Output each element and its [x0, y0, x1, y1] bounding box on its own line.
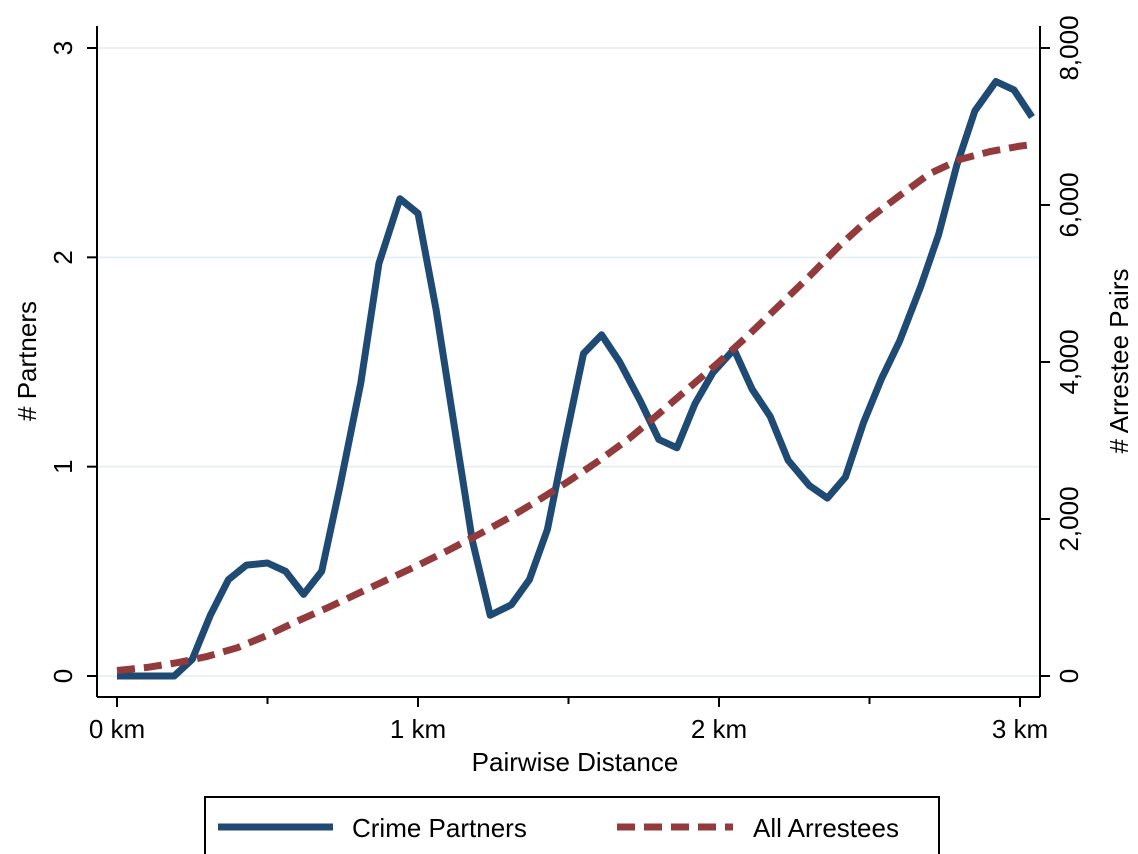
right-y-tick-label-0: 0 [1054, 669, 1084, 683]
left-y-tick-label-2: 2 [48, 250, 78, 264]
left-y-axis-title: # Partners [12, 301, 42, 421]
right-y-tick-label-1: 2,000 [1054, 486, 1084, 551]
legend-label-crime-partners: Crime Partners [352, 813, 527, 843]
right-y-tick-label-3: 6,000 [1054, 172, 1084, 237]
x-axis-title: Pairwise Distance [472, 747, 679, 777]
left-y-tick-label-0: 0 [48, 669, 78, 683]
x-tick-label-3: 3 km [992, 714, 1048, 744]
legend-label-all-arrestees: All Arrestees [753, 813, 899, 843]
left-y-tick-label-1: 1 [48, 459, 78, 473]
x-tick-label-2: 2 km [691, 714, 747, 744]
x-tick-label-0: 0 km [89, 714, 145, 744]
right-y-tick-label-4: 8,000 [1054, 15, 1084, 80]
legend: Crime Partners All Arrestees [205, 797, 939, 854]
x-tick-label-1: 1 km [390, 714, 446, 744]
right-y-tick-label-2: 4,000 [1054, 329, 1084, 394]
left-y-tick-label-3: 3 [48, 41, 78, 55]
right-y-axis-title: # Arrestee Pairs [1104, 269, 1134, 454]
